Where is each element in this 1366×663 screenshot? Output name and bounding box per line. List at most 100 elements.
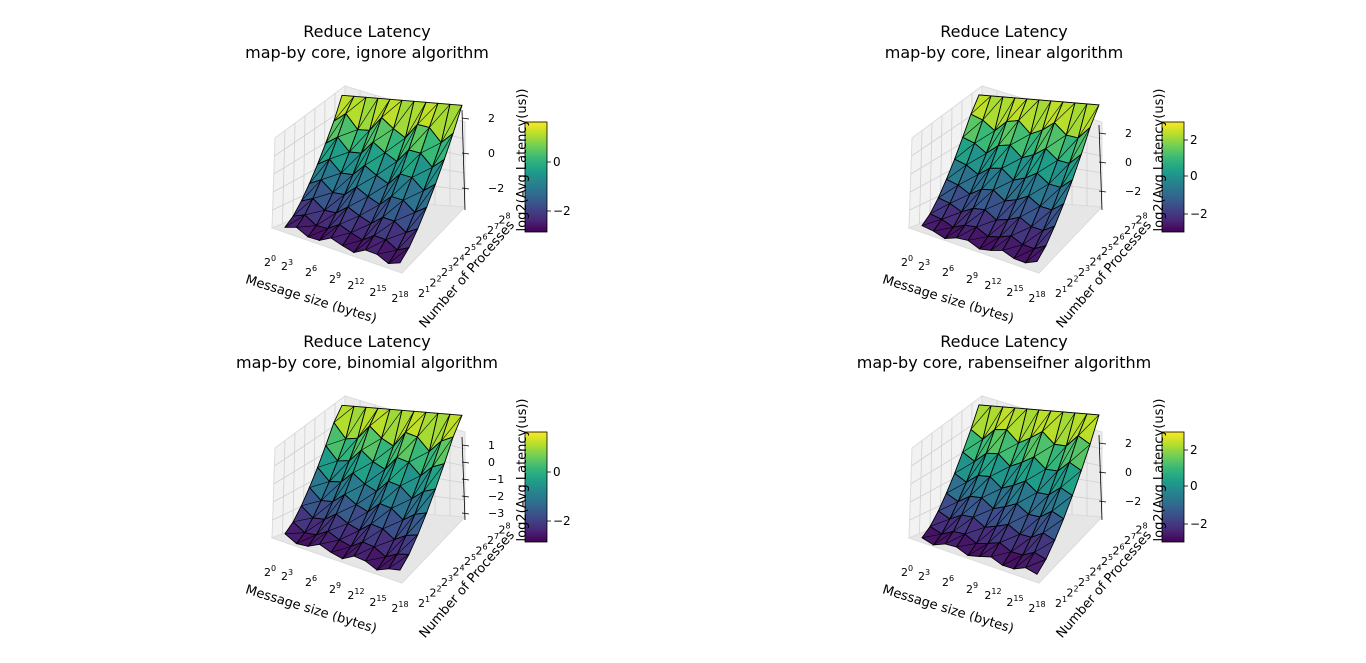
y-tick-label: 21	[1055, 285, 1067, 300]
z-tick-mark	[461, 444, 470, 447]
colorbar-tick-label: 0	[553, 155, 561, 169]
y-tick-label: 21	[418, 285, 430, 300]
x-tick-label: 20	[901, 564, 913, 579]
colorbar-tick-label: 0	[1190, 479, 1198, 493]
colorbar-gradient	[1161, 121, 1185, 233]
chart-title: Reduce Latency	[303, 22, 431, 41]
latency-surface	[284, 94, 463, 265]
colorbar-label: log2(Avg Latency(us))	[515, 89, 530, 232]
x-tick-label: 20	[264, 564, 276, 579]
z-tick-mark	[1098, 161, 1107, 164]
x-tick-label: 29	[329, 271, 341, 286]
z-tick-label: 2	[1125, 127, 1132, 140]
colorbar-tick-label: −2	[1190, 517, 1208, 531]
y-tick-label: 25	[1101, 243, 1113, 258]
colorbar-gradient	[524, 431, 548, 543]
z-tick-label: 0	[488, 147, 495, 160]
z-axis: 2 0 −2	[1098, 124, 1141, 211]
x-tick-label: 23	[281, 568, 293, 583]
x-tick-label: 215	[369, 594, 386, 609]
z-tick-label: −1	[488, 473, 504, 486]
x-tick-label: 20	[901, 254, 913, 269]
z-tick-label: 1	[488, 439, 495, 452]
y-tick-label: 22	[1067, 275, 1079, 290]
z-tick-label: −2	[1125, 185, 1141, 198]
x-tick-label: 20	[264, 254, 276, 269]
z-tick-mark	[461, 152, 470, 155]
colorbar-tick-label: −2	[553, 204, 571, 218]
x-tick-label: 218	[391, 600, 408, 615]
y-tick-label: 28	[1136, 522, 1148, 537]
y-tick-label: 21	[1055, 595, 1067, 610]
y-tick-label: 22	[1067, 585, 1079, 600]
y-tick-label: 21	[418, 595, 430, 610]
y-tick-label: 26	[1113, 233, 1125, 248]
colorbar: 2 0 −2 log2(Avg Latency(us))	[1152, 89, 1208, 233]
y-tick-label: 24	[453, 254, 465, 269]
colorbar-label: log2(Avg Latency(us))	[1152, 399, 1167, 542]
chart-subtitle: map-by core, binomial algorithm	[236, 353, 498, 372]
y-tick-label: 26	[1113, 543, 1125, 558]
colorbar-tick-label: −2	[553, 514, 571, 528]
y-tick-label: 27	[487, 532, 499, 547]
z-tick-mark	[461, 117, 470, 120]
colorbar-tick-label: 0	[553, 465, 561, 479]
x-tick-label: 212	[984, 587, 1001, 602]
x-tick-label: 215	[369, 284, 386, 299]
latency-surface	[921, 94, 1100, 264]
y-tick-label: 27	[1124, 532, 1136, 547]
chart-panel-3: Reduce Latency map-by core, binomial algo…	[236, 332, 571, 641]
x-tick-label: 26	[305, 574, 317, 589]
z-tick-label: 2	[1125, 437, 1132, 450]
colorbar: 0 −2 log2(Avg Latency(us))	[515, 399, 571, 543]
y-tick-label: 25	[1101, 553, 1113, 568]
y-tick-label: 24	[1090, 254, 1102, 269]
colorbar: 2 0 −2 log2(Avg Latency(us))	[1152, 399, 1208, 543]
x-tick-label: 29	[966, 271, 978, 286]
colorbar-label: log2(Avg Latency(us))	[1152, 89, 1167, 232]
x-tick-label: 212	[347, 277, 364, 292]
chart-subtitle: map-by core, ignore algorithm	[245, 43, 489, 62]
x-tick-label: 26	[942, 264, 954, 279]
y-tick-label: 27	[487, 222, 499, 237]
colorbar: 0 −2 log2(Avg Latency(us))	[515, 89, 571, 233]
x-tick-label: 26	[942, 574, 954, 589]
x-tick-label: 23	[918, 568, 930, 583]
z-tick-label: −2	[1125, 495, 1141, 508]
x-tick-label: 29	[966, 581, 978, 596]
z-tick-mark	[1098, 190, 1107, 193]
z-tick-label: −2	[488, 490, 504, 503]
x-tick-label: 212	[984, 277, 1001, 292]
y-tick-label: 23	[1078, 574, 1090, 589]
y-tick-label: 27	[1124, 222, 1136, 237]
z-tick-mark	[461, 512, 470, 515]
z-tick-mark	[461, 187, 470, 190]
y-tick-label: 28	[1136, 212, 1148, 227]
y-tick-label: 23	[1078, 264, 1090, 279]
z-tick-label: 2	[488, 112, 495, 125]
chart-panel-2: Reduce Latency map-by core, linear algori…	[881, 22, 1208, 331]
colorbar-tick-label: 2	[1190, 133, 1198, 147]
z-tick-mark	[461, 478, 470, 481]
colorbar-tick-label: 2	[1190, 443, 1198, 457]
colorbar-label: log2(Avg Latency(us))	[515, 399, 530, 542]
y-tick-label: 25	[464, 553, 476, 568]
x-tick-label: 218	[1028, 600, 1045, 615]
x-tick-label: 23	[918, 258, 930, 273]
y-tick-label: 26	[476, 543, 488, 558]
z-tick-mark	[1098, 500, 1107, 503]
z-tick-label: 0	[1125, 156, 1132, 169]
z-tick-mark	[461, 461, 470, 464]
z-axis: 2 0 −2	[461, 109, 504, 211]
y-tick-label: 28	[499, 522, 511, 537]
chart-panel-1: Reduce Latency map-by core, ignore algori…	[244, 22, 571, 331]
y-tick-label: 23	[441, 264, 453, 279]
chart-title: Reduce Latency	[940, 332, 1068, 351]
z-tick-label: −3	[488, 507, 504, 520]
z-tick-label: 0	[488, 456, 495, 469]
y-tick-label: 28	[499, 212, 511, 227]
z-tick-mark	[1098, 132, 1107, 135]
x-tick-label: 218	[1028, 290, 1045, 305]
y-tick-label: 24	[453, 564, 465, 579]
colorbar-tick-label: 0	[1190, 169, 1198, 183]
